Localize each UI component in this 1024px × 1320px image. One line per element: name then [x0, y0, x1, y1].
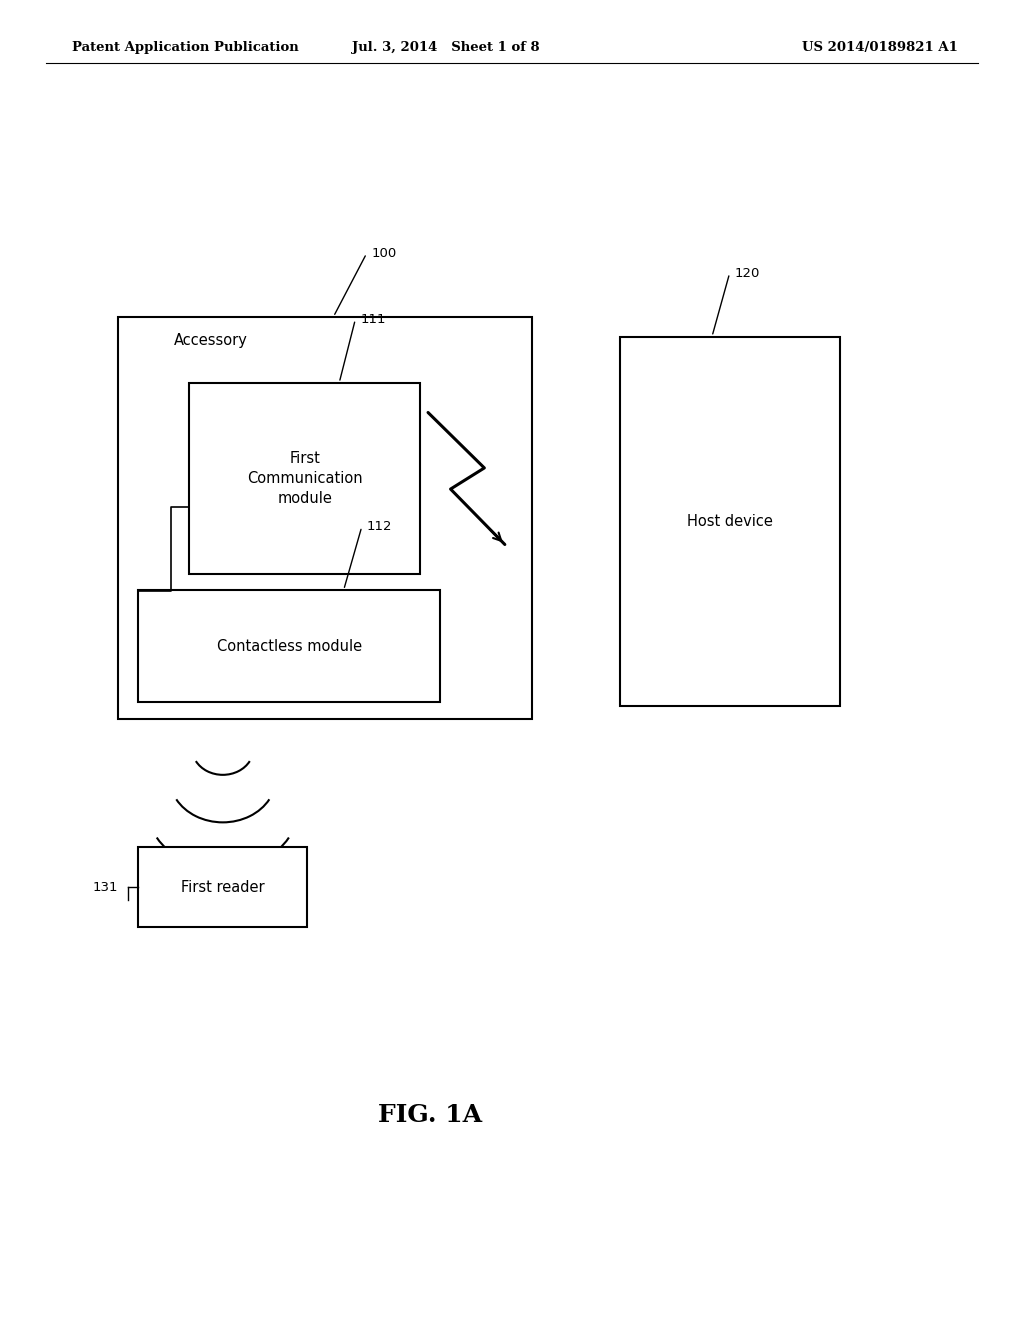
- Text: FIG. 1A: FIG. 1A: [378, 1104, 482, 1127]
- Bar: [189, 383, 420, 574]
- Text: Patent Application Publication: Patent Application Publication: [72, 41, 298, 54]
- Text: 111: 111: [360, 313, 386, 326]
- Text: First
Communication
module: First Communication module: [247, 451, 362, 506]
- Text: Host device: Host device: [687, 513, 772, 529]
- Text: First reader: First reader: [181, 879, 264, 895]
- Bar: [620, 337, 840, 706]
- Text: Accessory: Accessory: [174, 333, 248, 347]
- Bar: [138, 590, 440, 702]
- Text: 120: 120: [735, 267, 760, 280]
- Text: 112: 112: [367, 520, 392, 533]
- Text: Jul. 3, 2014   Sheet 1 of 8: Jul. 3, 2014 Sheet 1 of 8: [351, 41, 540, 54]
- Text: 100: 100: [372, 247, 397, 260]
- Bar: [138, 847, 307, 927]
- Bar: [118, 317, 532, 719]
- Text: Contactless module: Contactless module: [217, 639, 361, 653]
- Text: US 2014/0189821 A1: US 2014/0189821 A1: [802, 41, 957, 54]
- Text: 131: 131: [92, 880, 118, 894]
